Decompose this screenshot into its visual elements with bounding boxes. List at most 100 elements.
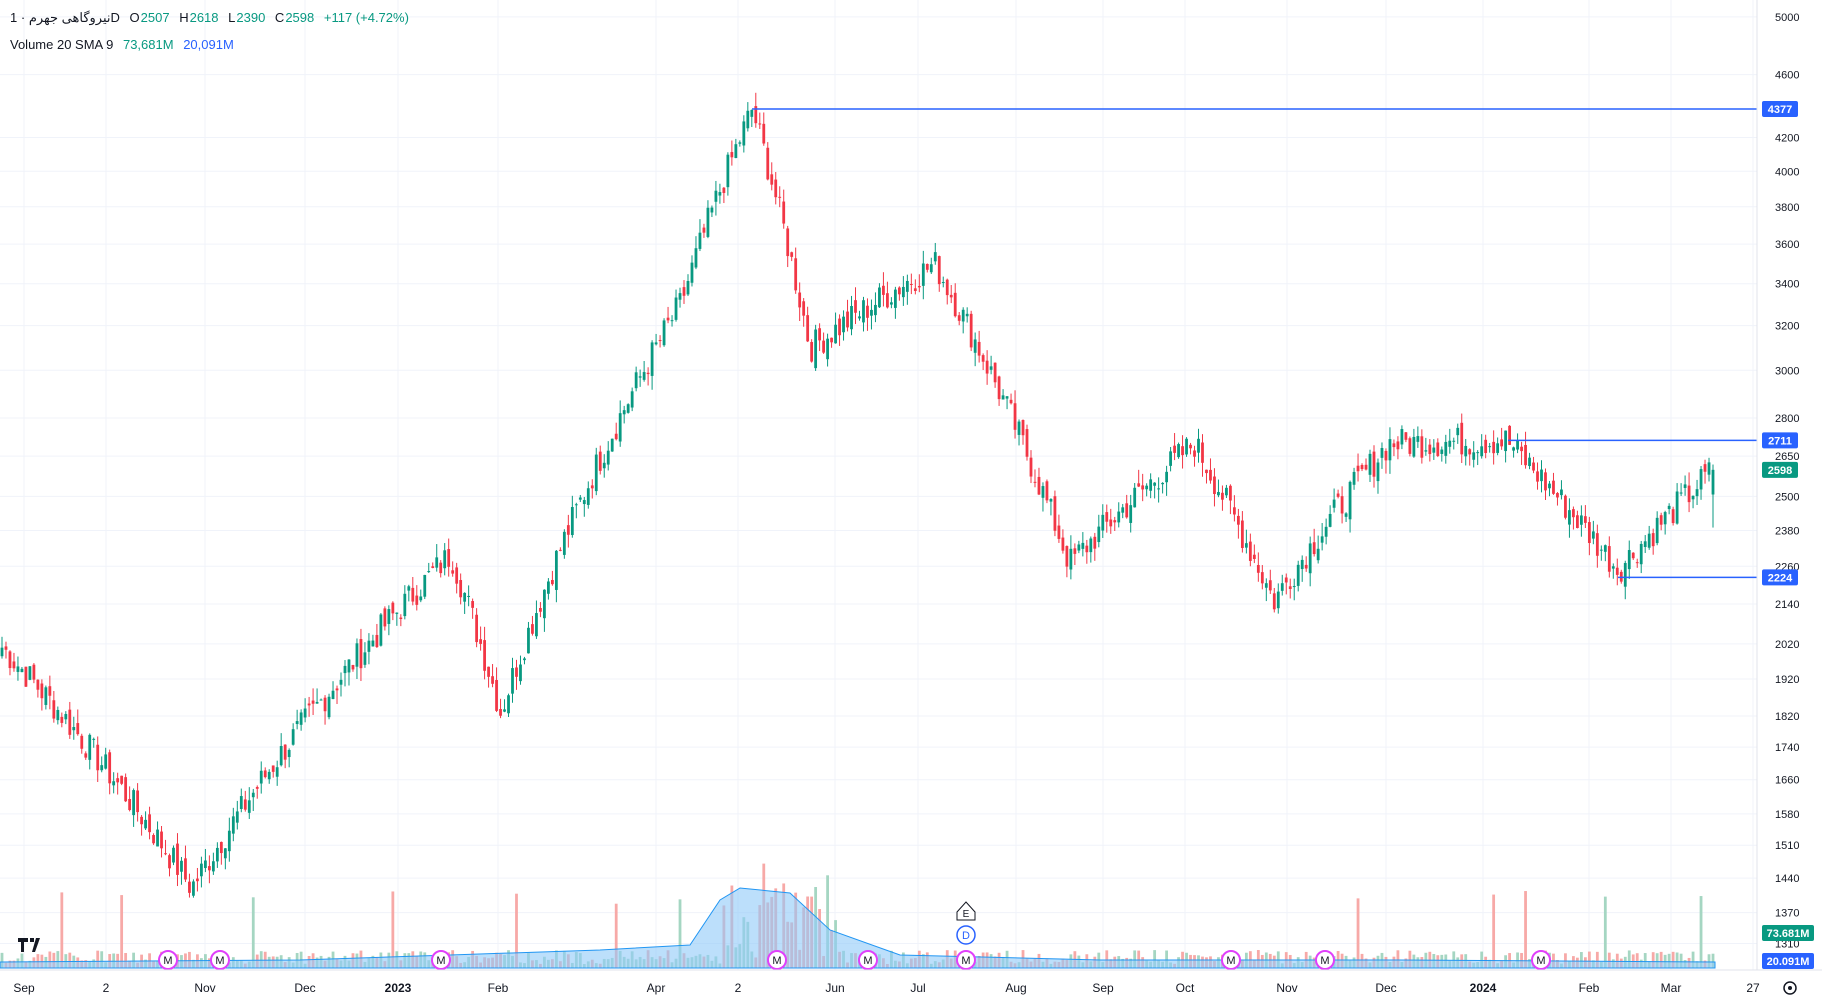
candle-body — [973, 339, 977, 353]
candle-body — [1205, 469, 1208, 474]
time-tick-label: Dec — [294, 981, 315, 995]
candle-body — [1157, 488, 1161, 490]
candle-body — [423, 574, 427, 597]
volume-bar — [614, 903, 618, 968]
volume-bar — [1615, 953, 1619, 968]
candle-body — [590, 485, 594, 489]
candle-body — [933, 252, 937, 262]
candle-body — [662, 320, 666, 346]
price-tick-label: 1510 — [1775, 840, 1799, 852]
price-badge — [1762, 100, 1798, 117]
candle-body — [981, 355, 985, 362]
volume-bar — [1635, 953, 1639, 968]
candle-body — [327, 696, 331, 718]
candle-body — [4, 646, 8, 650]
volume-bar — [1408, 950, 1412, 968]
candle-body — [686, 280, 690, 295]
candle-body — [1412, 436, 1416, 457]
candle-body — [1627, 550, 1631, 570]
price-badge — [1762, 569, 1798, 586]
candle-body — [259, 770, 263, 784]
candle-body — [60, 716, 64, 723]
candle-body — [511, 668, 514, 694]
candle-body — [566, 525, 570, 535]
candle-body — [977, 341, 981, 356]
volume-bar — [259, 951, 263, 968]
close-value: 2598 — [285, 10, 315, 25]
candle-body — [1500, 439, 1504, 447]
candle-body — [862, 300, 865, 323]
price-tick-label: 1580 — [1775, 809, 1799, 821]
volume-bar — [112, 953, 116, 968]
candle-body — [140, 816, 143, 825]
price-tick-label: 2500 — [1775, 491, 1799, 503]
candle-body — [562, 531, 566, 555]
candle-body — [1392, 443, 1396, 448]
candle-body — [1452, 440, 1456, 442]
candle-body — [112, 781, 116, 786]
volume-bar — [1675, 952, 1679, 968]
candle-body — [120, 775, 124, 784]
candlesticks — [0, 92, 1715, 898]
candle-body — [255, 787, 259, 789]
candle-body — [886, 293, 889, 308]
candle-body — [794, 258, 798, 291]
candle-body — [427, 571, 431, 573]
candle-body — [694, 248, 698, 268]
candle-body — [1296, 564, 1300, 586]
candle-body — [1252, 554, 1256, 559]
interval-label[interactable]: 1D — [10, 10, 120, 25]
candle-body — [1711, 469, 1715, 495]
volume-bar — [20, 953, 24, 968]
candle-body — [303, 708, 307, 718]
candle-body — [56, 709, 60, 721]
candle-body — [487, 666, 490, 677]
volume-bar — [1607, 952, 1611, 968]
volume-bar — [1627, 950, 1631, 968]
candle-body — [1181, 446, 1184, 456]
volume-bar — [1492, 894, 1496, 968]
candle-body — [650, 342, 654, 376]
candle-body — [1029, 457, 1033, 477]
volume-bar — [1691, 951, 1695, 968]
candle-body — [1540, 469, 1543, 482]
price-badge-label: 2598 — [1768, 465, 1792, 477]
candle-body — [156, 829, 159, 847]
volume-bar — [391, 891, 395, 968]
candle-body — [204, 860, 207, 869]
candle-body — [164, 853, 167, 855]
volume-bar — [1711, 953, 1715, 968]
candle-body — [682, 287, 686, 296]
candle-body — [1169, 451, 1172, 466]
candle-body — [459, 580, 463, 598]
candle-body — [323, 697, 327, 712]
candle-body — [1607, 546, 1611, 572]
candle-body — [1428, 444, 1432, 455]
candle-body — [830, 337, 833, 343]
volume-bar — [60, 892, 64, 968]
candle-body — [32, 664, 36, 680]
candle-body — [634, 372, 638, 389]
candle-body — [738, 142, 742, 144]
time-tick-label: 2024 — [1470, 981, 1497, 995]
candle-body — [207, 866, 211, 871]
time-tick-label: Feb — [1579, 981, 1600, 995]
symbol-name[interactable]: نیروگاهی جهرم — [28, 10, 111, 25]
tradingview-logo-icon[interactable] — [16, 934, 44, 954]
candle-body — [1189, 444, 1192, 449]
volume-label[interactable]: Volume 20 SMA 9 — [10, 37, 114, 52]
meeting-marker-icon — [767, 950, 787, 970]
candle-body — [1703, 464, 1707, 472]
candle-body — [1356, 465, 1360, 472]
candle-body — [1137, 483, 1141, 487]
candle-body — [399, 617, 403, 620]
chart-grid — [0, 0, 1757, 970]
candle-body — [646, 372, 650, 375]
volume-legend: Volume 20 SMA 9 73,681M 20,091M — [10, 37, 234, 52]
candle-body — [335, 688, 339, 691]
candle-body — [1472, 452, 1476, 460]
candle-body — [985, 360, 989, 374]
candle-body — [1308, 543, 1312, 574]
candle-body — [1651, 533, 1655, 547]
